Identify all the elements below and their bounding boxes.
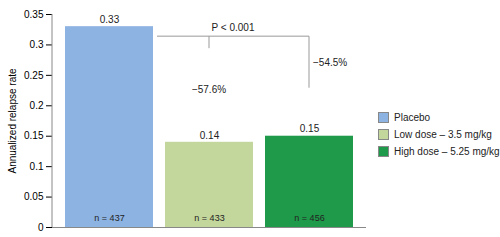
svg-text:−57.6%: −57.6% [192,84,226,95]
svg-text:n = 433: n = 433 [194,213,224,223]
svg-text:0.25: 0.25 [24,70,44,81]
svg-text:0.33: 0.33 [100,14,120,25]
svg-text:0.14: 0.14 [200,130,220,141]
svg-text:P < 0.001: P < 0.001 [212,22,255,33]
svg-text:0.15: 0.15 [300,123,320,134]
html-text:Placebo: Placebo [394,112,431,123]
svg-text:0.3: 0.3 [30,39,44,50]
svg-text:Annualized relapse rate: Annualized relapse rate [7,68,18,174]
svg-text:0.15: 0.15 [24,130,44,141]
svg-text:n = 437: n = 437 [94,213,124,223]
svg-text:−54.5%: −54.5% [313,57,347,68]
svg-text:0: 0 [38,222,44,233]
html-text:Low dose – 3.5 mg/kg: Low dose – 3.5 mg/kg [394,129,492,140]
svg-text:0.2: 0.2 [30,100,44,111]
svg-text:0.1: 0.1 [30,161,44,172]
svg-text:0.05: 0.05 [24,191,44,202]
svg-text:0.35: 0.35 [24,9,44,20]
svg-text:n = 456: n = 456 [294,213,324,223]
html-text:High dose – 5.25 mg/kg: High dose – 5.25 mg/kg [394,146,500,157]
